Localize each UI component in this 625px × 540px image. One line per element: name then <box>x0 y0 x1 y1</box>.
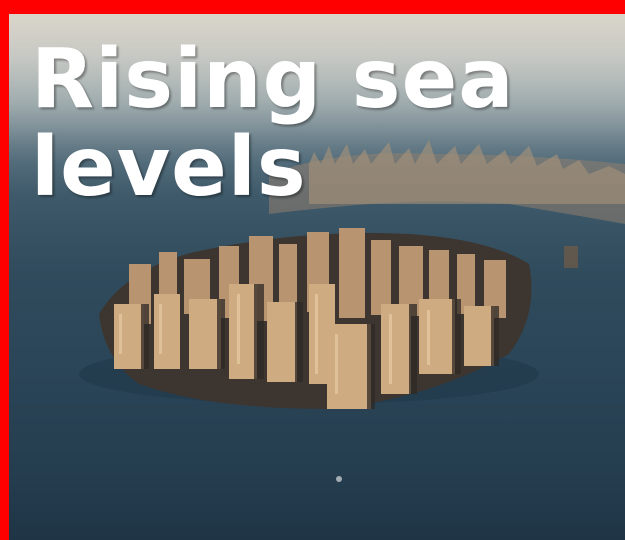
building-shadows <box>141 284 499 409</box>
headline-text: Rising sea levels <box>31 32 515 215</box>
floating-debris <box>564 246 578 268</box>
city-skyline-illustration <box>79 140 625 482</box>
distant-buildings <box>309 140 625 204</box>
window-highlights <box>119 294 430 394</box>
sky-haze <box>9 14 625 164</box>
boat <box>336 476 342 482</box>
flooded-city-photo: Rising sea levels <box>9 14 625 540</box>
buildings-front <box>114 284 494 409</box>
